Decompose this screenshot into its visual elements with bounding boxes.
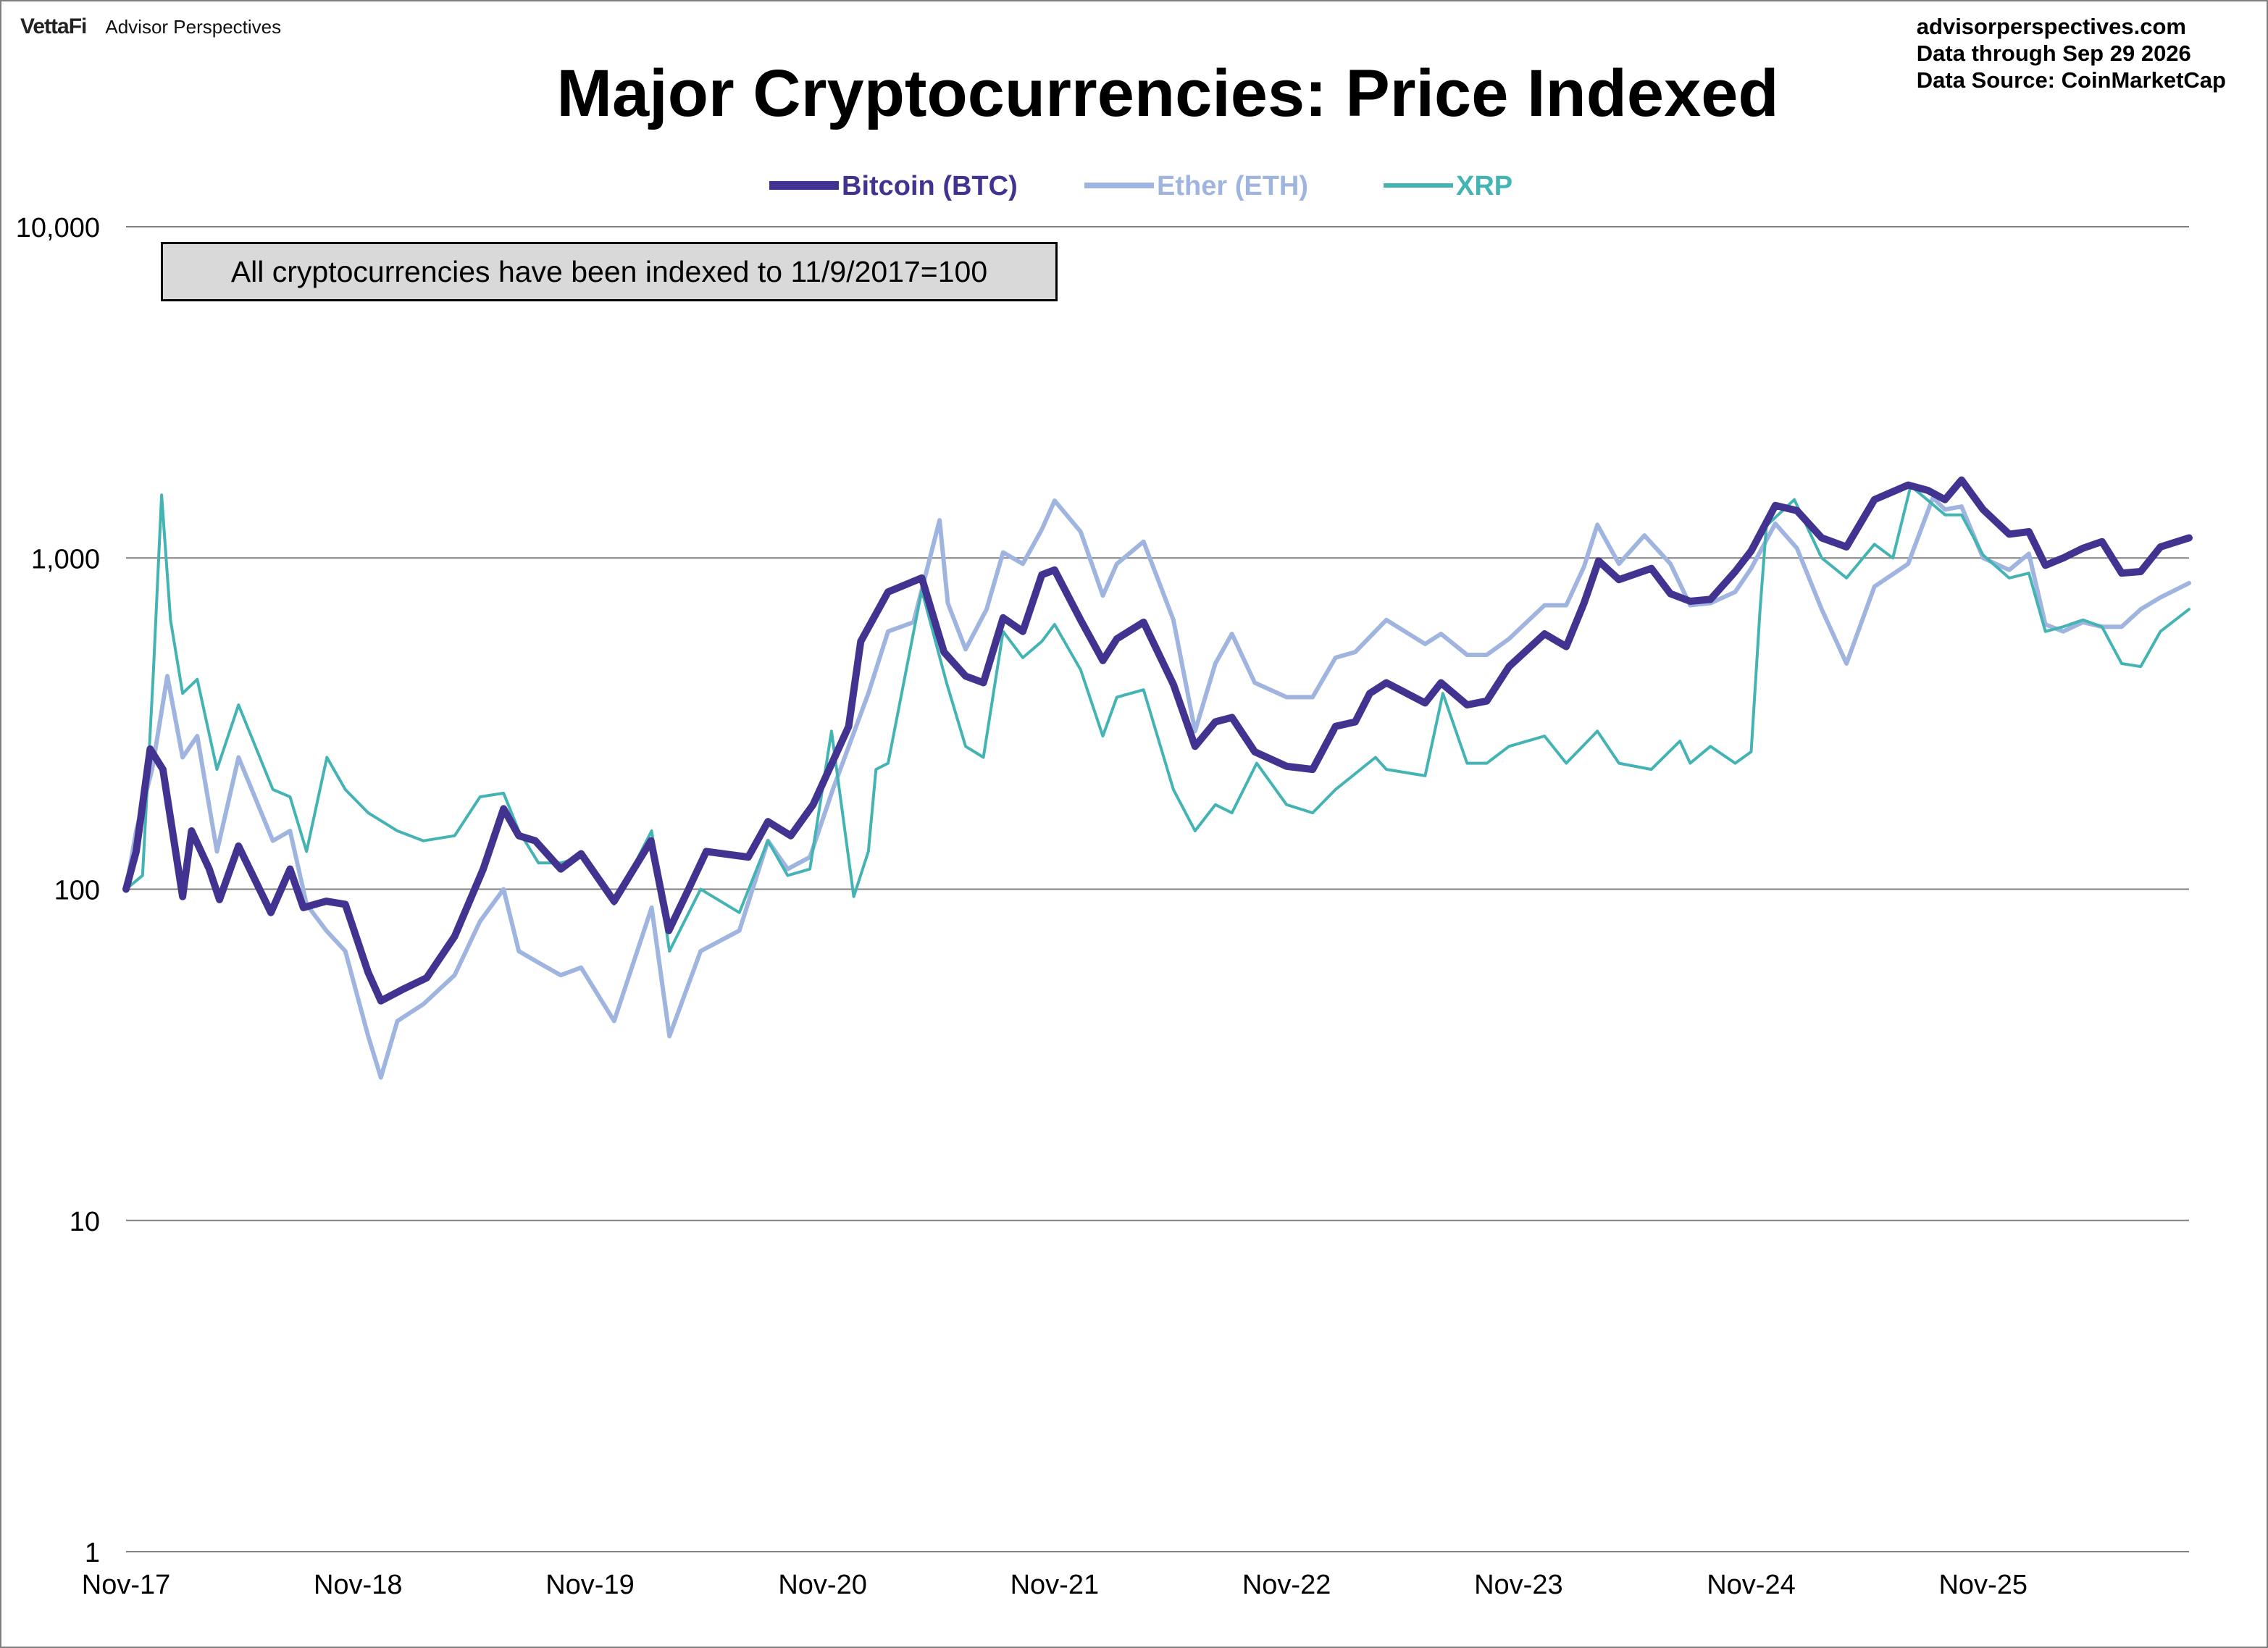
series-line-eth (124, 495, 2191, 1080)
y-tick-label: 100 (54, 876, 100, 906)
x-tick-label: Nov-21 (1010, 1570, 1100, 1600)
brand-name: Advisor Perspectives (105, 16, 282, 38)
chart-title: Major Cryptocurrencies: Price Indexed (556, 57, 1778, 130)
data-source: Data Source: CoinMarketCap (1916, 67, 2226, 93)
series-line-xrp (125, 484, 2190, 953)
legend-label-eth: Ether (ETH) (1157, 171, 1308, 201)
x-tick-label: Nov-23 (1474, 1570, 1563, 1600)
vettafi-logo: VettaFi (20, 14, 87, 38)
x-tick-label: Nov-24 (1707, 1570, 1796, 1600)
legend-label-xrp: XRP (1456, 171, 1512, 201)
x-tick-label: Nov-18 (314, 1570, 403, 1600)
x-axis: Nov-17 Nov-18 Nov-19 Nov-20 Nov-21 Nov-22 Nov-… (82, 1570, 2028, 1600)
x-tick-label: Nov-17 (82, 1570, 171, 1600)
brand: VettaFi Advisor Perspectives (20, 14, 281, 39)
legend: Bitcoin (BTC) Ether (ETH) XRP (769, 171, 1512, 201)
data-through: Data through Sep 29 2026 (1916, 41, 2191, 66)
source-info: advisorperspectives.com Data through Sep… (1917, 13, 2226, 93)
site-url: advisorperspectives.com (1916, 14, 2186, 39)
gridlines (126, 226, 2189, 1552)
y-tick-label: 10,000 (16, 213, 100, 243)
x-tick-label: Nov-19 (545, 1570, 635, 1600)
x-tick-label: Nov-20 (778, 1570, 867, 1600)
y-tick-label: 10 (70, 1207, 100, 1237)
legend-label-btc: Bitcoin (BTC) (842, 171, 1018, 201)
series-line-btc (122, 476, 2193, 1005)
y-axis: 1 10 100 1,000 10,000 (16, 213, 100, 1568)
x-tick-label: Nov-22 (1242, 1570, 1331, 1600)
plot-area (122, 476, 2193, 1080)
index-note: All cryptocurrencies have been indexed t… (161, 242, 1058, 301)
x-tick-label: Nov-25 (1938, 1570, 2028, 1600)
y-tick-label: 1 (85, 1538, 100, 1568)
y-tick-label: 1,000 (31, 544, 100, 574)
